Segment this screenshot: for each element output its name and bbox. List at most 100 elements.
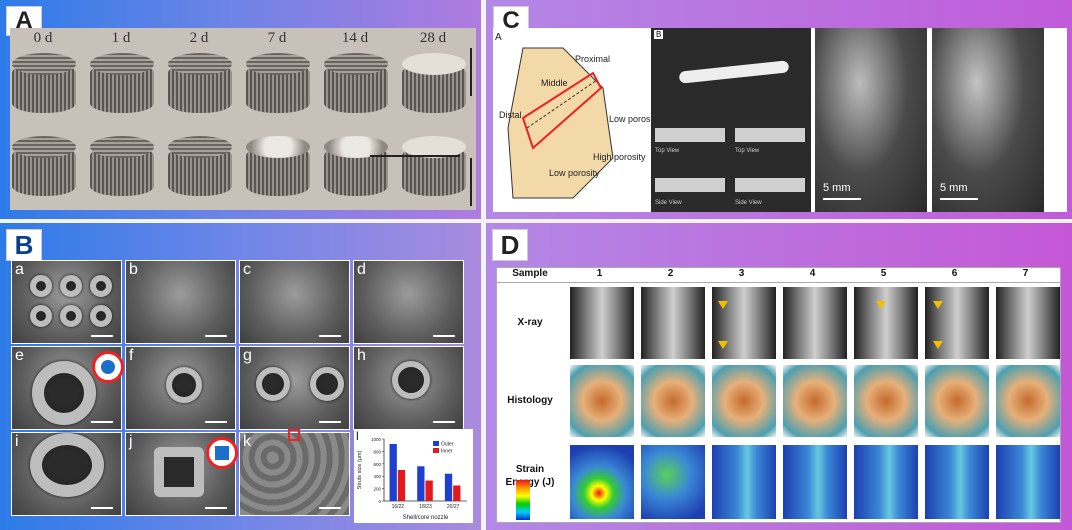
- day-label: 2 d: [189, 30, 209, 46]
- day-label: 7 d: [267, 30, 287, 46]
- scaffold-sample: [324, 136, 388, 196]
- scaffold-sample: [402, 136, 466, 196]
- view-label: Side View: [655, 200, 682, 206]
- strain-map: [641, 445, 705, 519]
- implant-region: [521, 71, 603, 150]
- scaffold-sample: [90, 136, 154, 196]
- sem-image: e: [11, 346, 124, 430]
- subpanel-label: k: [243, 433, 251, 450]
- subpanel-label: j: [129, 433, 133, 450]
- annotation-proximal: Proximal: [575, 54, 611, 64]
- x-axis-label: Shell/core nozzle: [403, 515, 449, 521]
- sem-image: f: [125, 346, 236, 430]
- implant-rod: [678, 60, 790, 84]
- view-label: Top View: [655, 148, 680, 154]
- scaffold-sample: [246, 136, 310, 196]
- up-arrow-icon: [470, 48, 472, 96]
- annotation-low-porosity: Low porosity: [609, 114, 660, 124]
- sem-image: d: [353, 260, 464, 344]
- column-header: 5: [880, 268, 887, 279]
- sem-image: b: [125, 260, 236, 344]
- bone-diagram: [507, 47, 614, 199]
- scaffold-sample: [168, 53, 232, 113]
- panel-d-label: D: [492, 229, 528, 261]
- subpanel-label: g: [243, 347, 252, 364]
- strain-map: [854, 445, 918, 519]
- inner-label-a: A: [495, 32, 502, 43]
- day-label: 1 d: [111, 30, 131, 46]
- annotation-middle: Middle: [541, 78, 568, 88]
- histology-image: [783, 365, 847, 437]
- chart-svg: 0 200 400 600 800 1000 16/22 18/23 20/27 Shell/co…: [357, 437, 467, 521]
- day-label: 0 d: [33, 30, 53, 46]
- round-nozzle-icon: [92, 351, 124, 383]
- scaffold-sample: [12, 136, 76, 196]
- ct-scan: 5 mm: [815, 28, 927, 212]
- panel-a-photo: 0 d 1 d 2 d 7 d 14 d 28 d: [10, 28, 476, 210]
- histology-image: [712, 365, 776, 437]
- xray-image: [925, 287, 989, 359]
- sem-image: g: [239, 346, 350, 430]
- y-tick-label: 200: [373, 487, 381, 492]
- xray-image: [570, 287, 634, 359]
- strain-map: [925, 445, 989, 519]
- xray-image: [996, 287, 1060, 359]
- scaffold-sample: [90, 53, 154, 113]
- sem-image: c: [239, 260, 350, 344]
- strain-map: [783, 445, 847, 519]
- highlight-box: [288, 429, 300, 441]
- legend-swatch: [433, 441, 439, 446]
- annotation-distal: Distal: [499, 110, 522, 120]
- histology-image: [925, 365, 989, 437]
- subpanel-label: l: [356, 429, 359, 443]
- legend-swatch: [433, 448, 439, 453]
- strain-map: [996, 445, 1060, 519]
- panel-b-label: B: [6, 229, 42, 261]
- scale-bar: [823, 198, 861, 200]
- bar: [425, 480, 433, 501]
- day-label: 14 d: [341, 30, 369, 46]
- histology-image: [854, 365, 918, 437]
- column-header: 2: [667, 268, 674, 279]
- xray-image: [854, 287, 918, 359]
- implant-photos: B Top View Top View Side View Side View: [651, 28, 811, 212]
- column-header: 7: [1022, 268, 1029, 279]
- column-header: 3: [738, 268, 745, 279]
- down-arrow-icon: [470, 158, 472, 206]
- dashed-line: [526, 79, 598, 129]
- column-header: 4: [809, 268, 816, 279]
- day-label: 28 d: [419, 30, 447, 46]
- bar: [417, 466, 425, 501]
- micro-ct-view: [735, 128, 805, 142]
- row-label: Histology: [507, 395, 553, 406]
- scaffold-sample: [402, 53, 466, 113]
- sem-image: k: [239, 429, 350, 516]
- table-header: [496, 267, 1061, 283]
- y-tick-label: 0: [378, 499, 381, 504]
- scale-label: 5 mm: [823, 182, 851, 194]
- scaffold-sample: [12, 53, 76, 113]
- scaffold-sample: [168, 136, 232, 196]
- ct-scan: 5 mm: [932, 28, 1044, 212]
- row-label: Strain Energy (J): [506, 464, 555, 488]
- results-table: Sample 1 2 3 4 5 6 7 X-ray Histology Str…: [496, 267, 1061, 523]
- x-tick-label: 20/27: [447, 504, 460, 510]
- subpanel-label: d: [357, 261, 366, 278]
- y-tick-label: 1000: [371, 437, 382, 442]
- micro-ct-view: [735, 178, 805, 192]
- bar: [444, 473, 453, 501]
- annotation-low-porosity: Low porosity: [549, 168, 600, 178]
- legend-label: Outer: [441, 442, 454, 448]
- y-tick-label: 400: [373, 474, 381, 479]
- subpanel-label: c: [243, 261, 251, 278]
- view-label: Top View: [735, 148, 760, 154]
- xray-image: [783, 287, 847, 359]
- view-label: Side View: [735, 200, 762, 206]
- x-tick-label: 18/23: [419, 504, 432, 510]
- panel-a: A 0 d 1 d 2 d 7 d 14 d 28 d: [0, 0, 481, 219]
- histology-image: [996, 365, 1060, 437]
- subpanel-label: b: [129, 261, 138, 278]
- strain-map: [570, 445, 634, 519]
- scale-bar: [370, 155, 460, 157]
